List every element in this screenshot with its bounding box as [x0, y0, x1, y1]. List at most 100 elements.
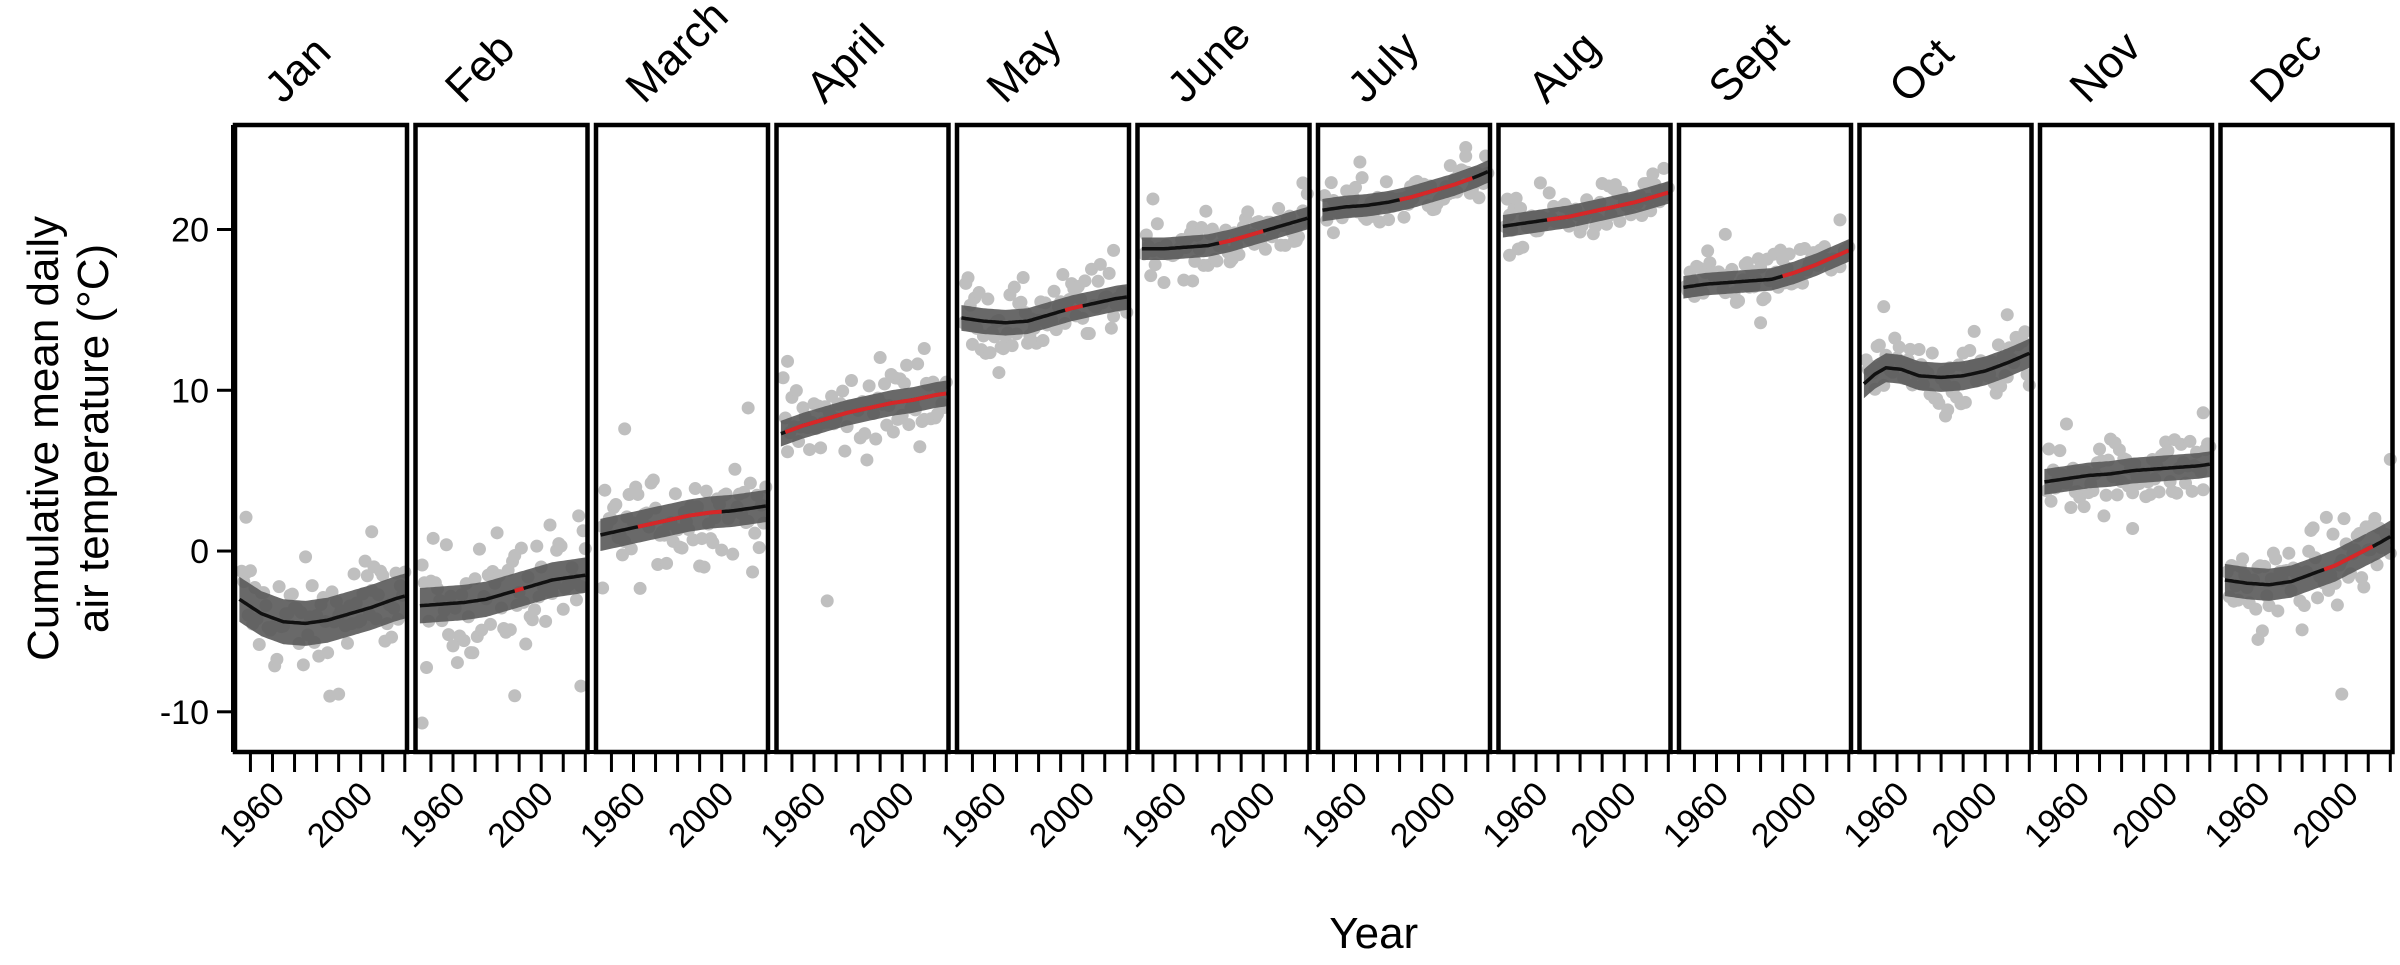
data-point [556, 602, 570, 616]
data-point [961, 271, 975, 285]
y-tick-label: 0 [190, 533, 209, 571]
data-point [1324, 176, 1338, 190]
data-point [1199, 204, 1213, 218]
data-point [321, 646, 335, 660]
panel-july: July 1960 2000 [1295, 22, 1495, 855]
data-point [1148, 258, 1162, 272]
x-tick-label: 2000 [1202, 775, 1282, 855]
confidence-band [239, 573, 405, 646]
data-point [631, 487, 645, 501]
x-tick-label: 2000 [480, 775, 560, 855]
x-tick-label: 2000 [300, 775, 380, 855]
data-point [1104, 321, 1118, 335]
x-tick-label: 1960 [392, 775, 472, 855]
data-point [574, 679, 588, 693]
x-tick-label: 1960 [934, 775, 1014, 855]
data-point [618, 422, 632, 436]
data-point [572, 509, 586, 523]
data-point [543, 518, 557, 532]
data-point [675, 541, 689, 555]
significant-trend-segment [514, 586, 525, 593]
data-point [1291, 230, 1305, 244]
data-point [2018, 325, 2032, 339]
data-point [1443, 159, 1457, 173]
confidence-band [780, 380, 947, 447]
data-point [2196, 483, 2210, 497]
y-tick-label: 10 [171, 372, 209, 410]
panel-frame [2218, 122, 2395, 755]
data-point [1326, 226, 1340, 240]
data-point [862, 379, 876, 393]
panel-month-label: Dec [2241, 22, 2331, 112]
x-tick-label: 1960 [1475, 775, 1555, 855]
data-point [900, 358, 914, 372]
confidence-band [600, 489, 766, 551]
panel-frame [413, 122, 590, 755]
data-point [243, 564, 257, 578]
data-point [2161, 444, 2175, 458]
x-tick-label: 2000 [1383, 775, 1463, 855]
data-point [472, 542, 486, 556]
data-point [1701, 244, 1715, 258]
data-point [1186, 274, 1200, 288]
data-point [1146, 192, 1160, 206]
data-point [1503, 248, 1517, 262]
data-point [858, 427, 872, 441]
confidence-band [419, 557, 586, 624]
panel-month-label: March [616, 0, 737, 112]
panel-month-label: May [977, 19, 1070, 112]
x-tick-label: 1960 [573, 775, 653, 855]
confidence-band [1141, 207, 1308, 260]
data-point [296, 658, 310, 672]
data-point [838, 444, 852, 458]
confidence-band [1863, 338, 2030, 399]
data-point [1210, 254, 1224, 268]
panel-april: April 1960 2000 [753, 15, 953, 855]
data-point [2357, 580, 2371, 594]
data-point [1205, 222, 1219, 236]
data-point [2326, 527, 2340, 541]
data-point [2295, 623, 2309, 637]
data-point [1991, 338, 2005, 352]
data-point [743, 476, 757, 490]
data-point [1107, 309, 1121, 323]
data-point [270, 652, 284, 666]
panel-month-label: Jan [255, 27, 340, 112]
data-point [360, 569, 374, 583]
y-axis-title-line: Cumulative mean daily [19, 216, 68, 661]
panel-aug: Aug 1960 2000 [1475, 22, 1675, 855]
data-point [347, 567, 361, 581]
data-point [1157, 275, 1171, 289]
data-point [1542, 186, 1556, 200]
data-point [803, 443, 817, 457]
data-point [814, 441, 828, 455]
data-point [1382, 213, 1396, 227]
significant-trend-segment [2323, 544, 2374, 572]
data-point [285, 587, 299, 601]
panel-jan: Jan 1960 2000 [212, 27, 412, 855]
x-tick-label: 2000 [1744, 775, 1824, 855]
data-point [1877, 300, 1891, 314]
data-point [2053, 444, 2067, 458]
x-tick-label: 2000 [2105, 775, 2185, 855]
x-tick-label: 1960 [1114, 775, 1194, 855]
data-point [1016, 271, 1030, 285]
data-point [365, 525, 379, 539]
data-point [2249, 602, 2263, 616]
data-point [1272, 202, 1286, 216]
significant-trend-segment [1218, 229, 1264, 246]
data-point [1397, 210, 1411, 224]
data-point [2093, 442, 2107, 456]
significant-trend-segment [1546, 190, 1669, 222]
data-point [886, 425, 900, 439]
panel-may: May 1960 2000 [934, 19, 1134, 855]
data-point [569, 593, 583, 607]
data-point [746, 565, 760, 579]
data-point [420, 660, 434, 674]
data-point [1958, 395, 1972, 409]
data-point [2126, 522, 2140, 536]
data-point [981, 292, 995, 306]
data-point [2170, 486, 2184, 500]
panel-nov: Nov 1960 2000 [2017, 22, 2217, 855]
